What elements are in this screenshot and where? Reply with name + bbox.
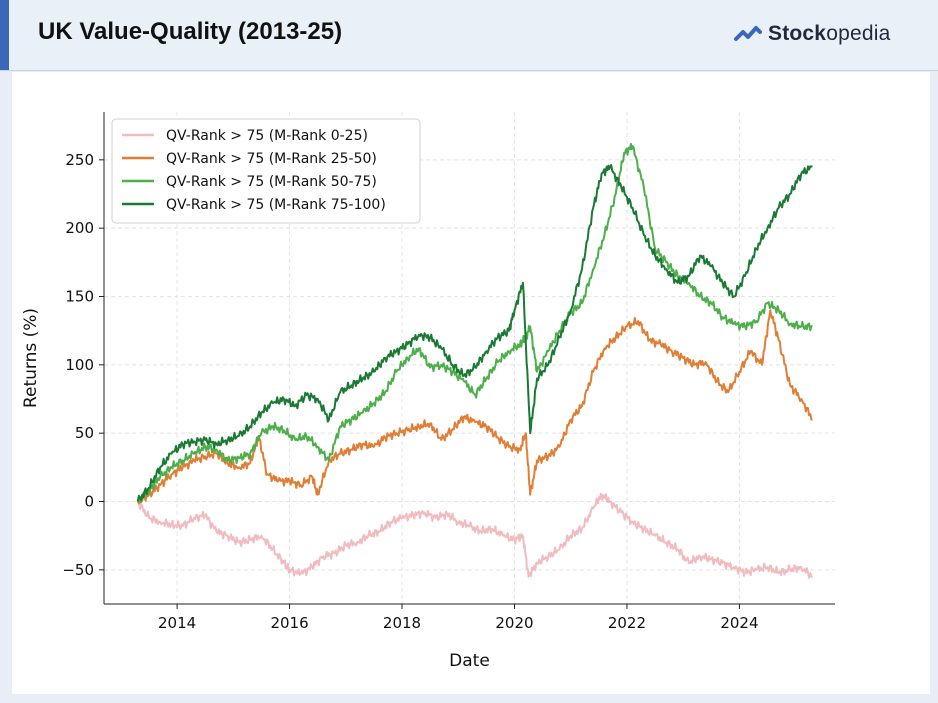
page-title: UK Value-Quality (2013-25) (38, 18, 343, 45)
brand-name-bold: Stock (768, 22, 827, 45)
returns-line-chart: −50 0 50 100 150 200 250 2014 2016 2018 2020 2022 20… (21, 112, 835, 671)
tick-labels: −50 0 50 100 150 200 250 2014 2016 2018 2020 2022 20… (62, 151, 758, 632)
chart-panel: −50 0 50 100 150 200 250 2014 2016 2018 2020 2022 20… (12, 72, 930, 694)
stockopedia-logo-icon (734, 26, 762, 41)
legend-label: QV-Rank > 75 (M-Rank 0-25) (166, 128, 368, 144)
x-tick-label: 2016 (270, 614, 308, 632)
accent-stripe (0, 0, 9, 70)
series-line (137, 142, 813, 504)
series-line (137, 492, 813, 579)
legend-label: QV-Rank > 75 (M-Rank 25-50) (166, 151, 377, 167)
x-tick-label: 2018 (383, 614, 421, 632)
y-tick-label: 200 (65, 219, 94, 237)
x-axis-label: Date (449, 651, 490, 671)
header-bar: UK Value-Quality (2013-25) Stockopedia (0, 0, 938, 71)
y-tick-label: 150 (65, 288, 94, 306)
brand-name-regular: opedia (826, 22, 891, 45)
y-tick-label: 250 (65, 151, 94, 169)
axes (99, 112, 835, 609)
series-lines (136, 142, 813, 579)
legend-label: QV-Rank > 75 (M-Rank 75-100) (166, 197, 386, 213)
x-tick-label: 2014 (158, 614, 196, 632)
series-line (136, 309, 813, 505)
x-tick-label: 2022 (608, 614, 646, 632)
y-tick-label: −50 (62, 561, 94, 579)
y-axis-label: Returns (%) (21, 308, 41, 408)
x-tick-label: 2024 (720, 614, 758, 632)
y-tick-label: 0 (84, 493, 94, 511)
y-tick-label: 50 (75, 424, 94, 442)
legend: QV-Rank > 75 (M-Rank 0-25) QV-Rank > 75 (… (111, 118, 421, 224)
legend-label: QV-Rank > 75 (M-Rank 50-75) (166, 174, 377, 190)
y-tick-label: 100 (65, 356, 94, 374)
series-line (136, 164, 813, 502)
brand-logo: Stockopedia (734, 20, 890, 48)
x-tick-label: 2020 (495, 614, 533, 632)
legend-box (111, 118, 421, 224)
